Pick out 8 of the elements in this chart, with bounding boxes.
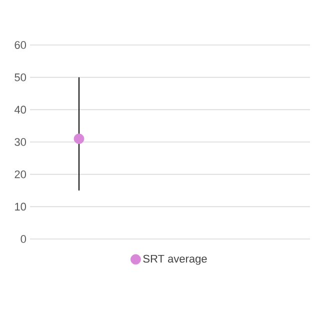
y-tick-label: 40 xyxy=(14,106,26,114)
y-tick-label: 10 xyxy=(15,202,26,211)
y-tick-label: 20 xyxy=(14,170,26,178)
y-tick-label: 60 xyxy=(14,41,26,49)
y-tick-label: 30 xyxy=(14,138,26,146)
y-tick-label: 0 xyxy=(20,235,26,243)
legend-label: SRT average xyxy=(143,254,207,265)
y-tick-label: 50 xyxy=(14,73,26,82)
